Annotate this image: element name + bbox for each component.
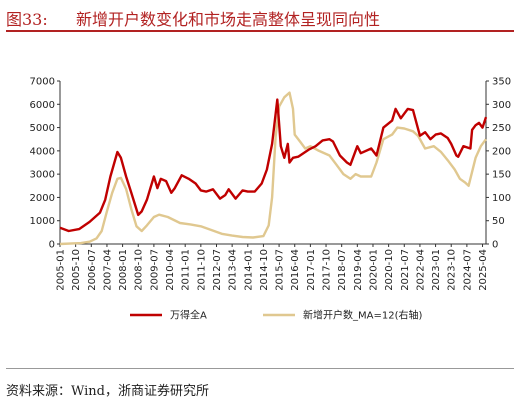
x-tick-label: 2014-10 — [259, 249, 270, 291]
x-tick-label: 2024-07 — [462, 249, 473, 291]
left-tick-label: 3000 — [30, 170, 55, 181]
right-tick-label: 0 — [492, 240, 498, 251]
x-tick-label: 2009-07 — [149, 249, 160, 291]
source-note: 资料来源：Wind，浙商证券研究所 — [6, 384, 209, 399]
right-tick-label: 350 — [492, 77, 511, 88]
x-tick-label: 2023-10 — [447, 249, 458, 291]
x-tick-label: 2020-10 — [384, 249, 395, 291]
left-tick-label: 4000 — [30, 146, 55, 157]
x-tick-label: 2010-04 — [165, 249, 176, 291]
x-tick-label: 2014-01 — [243, 249, 254, 291]
x-tick-label: 2005-10 — [71, 249, 82, 291]
x-tick-label: 2011-01 — [181, 249, 192, 291]
line-chart: 0 1000 2000 3000 4000 5000 6000 7000 0 50 100 150 20… — [30, 77, 512, 322]
x-tick-label: 2013-04 — [228, 249, 239, 291]
legend-label: 新增开户数_MA=12(右轴) — [303, 309, 422, 322]
series-line-new-accounts — [59, 91, 487, 246]
legend-label: 万得全A — [170, 309, 207, 322]
x-tick-label: 2008-10 — [134, 249, 145, 291]
right-tick-label: 300 — [492, 100, 511, 111]
right-tick-label: 200 — [492, 146, 511, 157]
x-tick-label: 2017-01 — [306, 249, 317, 291]
right-tick-label: 100 — [492, 193, 511, 204]
x-tick-label: 2020-01 — [368, 249, 379, 291]
footer-divider — [6, 368, 514, 369]
left-tick-label: 1000 — [30, 216, 55, 227]
x-tick-label: 2012-07 — [212, 249, 223, 291]
title-bar: 图33: 新增开户数变化和市场走高整体呈现同向性 — [6, 4, 514, 32]
left-tick-label: 5000 — [30, 123, 55, 134]
x-tick-label: 2016-04 — [290, 249, 301, 291]
figure-number: 图33: — [6, 10, 48, 29]
x-tick-label: 2018-07 — [337, 249, 348, 291]
left-tick-label: 2000 — [30, 193, 55, 204]
x-tick-label: 2021-07 — [400, 249, 411, 291]
x-tick-label: 2017-10 — [322, 249, 333, 291]
x-tick-label: 2023-01 — [431, 249, 442, 291]
left-tick-label: 0 — [49, 240, 55, 251]
legend: 万得全A 新增开户数_MA=12(右轴) — [130, 309, 422, 322]
x-tick-label: 2025-04 — [478, 249, 489, 291]
x-tick-label: 2008-01 — [118, 249, 129, 291]
x-tick-label: 2015-07 — [275, 249, 286, 291]
x-tick-label: 2006-07 — [87, 249, 98, 291]
x-tick-label: 2011-10 — [196, 249, 207, 291]
x-tick-label: 2007-04 — [102, 249, 113, 291]
series-line-wind-a — [59, 98, 488, 233]
left-tick-label: 6000 — [30, 100, 55, 111]
x-tick-label: 2019-04 — [353, 249, 364, 291]
right-tick-label: 250 — [492, 123, 511, 134]
x-tick-label: 2005-01 — [56, 249, 67, 291]
x-tick-label: 2022-04 — [415, 249, 426, 291]
chart-title: 新增开户数变化和市场走高整体呈现同向性 — [76, 10, 381, 29]
left-tick-label: 7000 — [30, 77, 55, 88]
right-tick-label: 50 — [492, 216, 505, 227]
right-tick-label: 150 — [492, 170, 511, 181]
